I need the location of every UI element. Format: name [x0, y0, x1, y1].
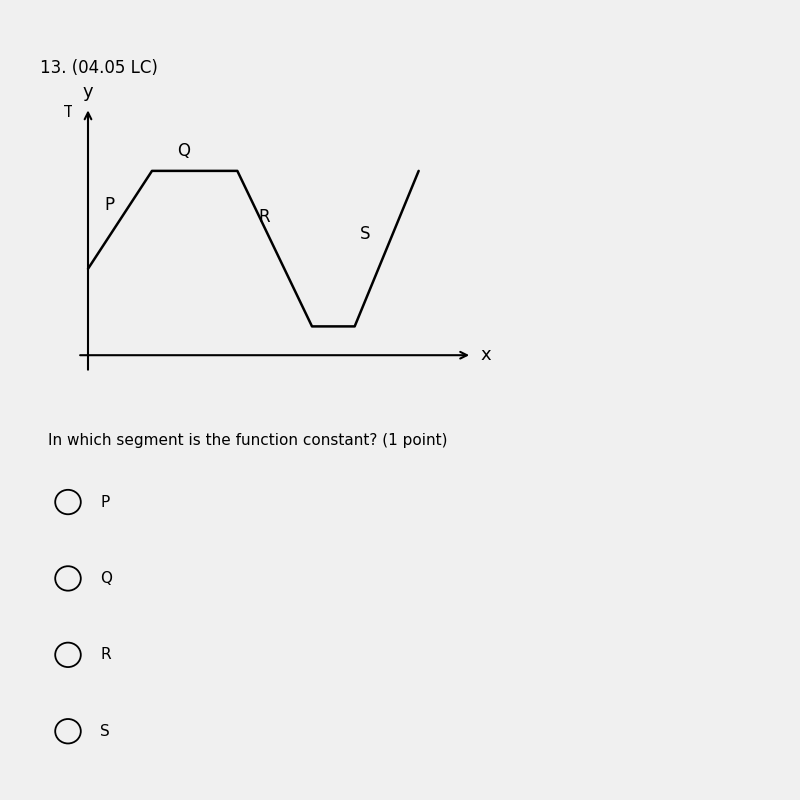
Text: The graph shows y as a function of x:: The graph shows y as a function of x:	[64, 105, 351, 120]
Text: R: R	[258, 208, 270, 226]
Text: Q: Q	[178, 142, 190, 160]
Text: Q: Q	[100, 571, 112, 586]
Text: P: P	[104, 197, 114, 214]
Text: P: P	[100, 494, 110, 510]
Text: R: R	[100, 647, 110, 662]
Text: In which segment is the function constant? (1 point): In which segment is the function constan…	[48, 434, 447, 448]
Text: x: x	[480, 346, 490, 364]
Text: y: y	[82, 82, 94, 101]
Text: 13. (04.05 LC): 13. (04.05 LC)	[40, 59, 158, 77]
Text: S: S	[360, 226, 370, 243]
Text: S: S	[100, 724, 110, 738]
